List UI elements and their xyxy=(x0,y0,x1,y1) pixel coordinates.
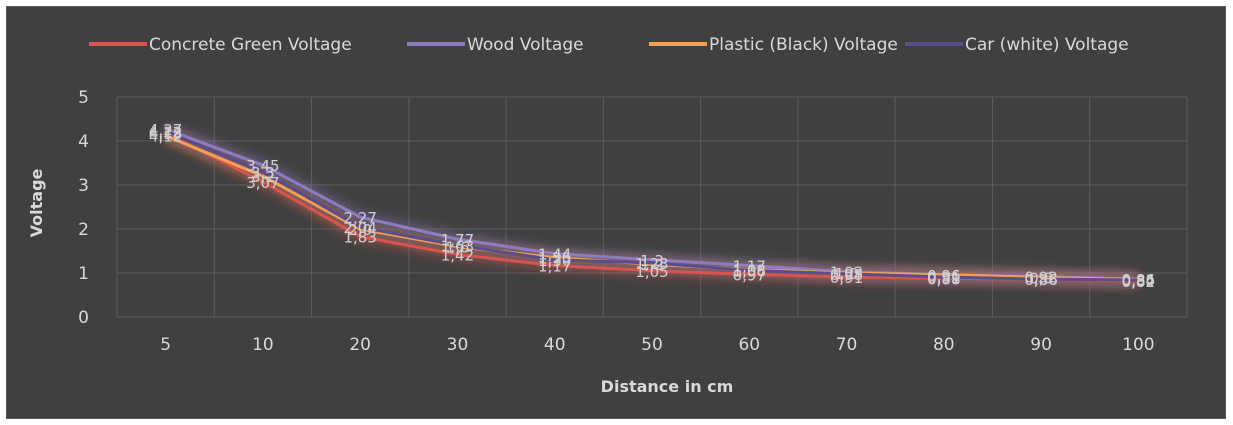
data-label: 1,83 xyxy=(343,228,376,246)
data-labels: 4,183,071,831,421,17 1,05 0,97 0,91 0,88 0,86… xyxy=(149,121,1155,291)
data-label: 0,96 xyxy=(927,267,960,285)
data-label: 0,97 xyxy=(733,266,766,284)
data-label: 0,91 xyxy=(927,269,960,287)
x-tick-label: 70 xyxy=(836,335,858,355)
y-axis-title: Voltage xyxy=(27,168,46,237)
data-label: 3,3 xyxy=(251,164,275,182)
y-tick-label: 3 xyxy=(78,176,89,196)
data-label: 0,88 xyxy=(927,270,960,288)
data-label: 2,0 xyxy=(348,221,372,239)
data-label: 0,82 xyxy=(1122,273,1155,291)
data-label: 0,86 xyxy=(1024,271,1057,289)
data-label: 0,98 xyxy=(830,266,863,284)
x-tick-label: 40 xyxy=(544,335,566,355)
data-label: 4,12 xyxy=(149,128,182,146)
data-label: 1,63 xyxy=(441,237,474,255)
data-label: 1,3 xyxy=(640,252,664,270)
legend-entry: Car (white) Voltage xyxy=(965,35,1129,55)
x-axis-title: Distance in cm xyxy=(601,377,734,396)
x-tick-label: 60 xyxy=(738,335,760,355)
data-label: 0,85 xyxy=(1122,272,1155,290)
line-chart: Concrete Green Voltage Wood Voltage Plasti… xyxy=(27,35,1188,396)
data-label: 0,92 xyxy=(1024,269,1057,287)
x-tick-label: 30 xyxy=(447,335,469,355)
data-label: 3,45 xyxy=(246,157,279,175)
data-label: 0,91 xyxy=(830,269,863,287)
data-label: 4,22 xyxy=(149,123,182,141)
legend-entry: Wood Voltage xyxy=(467,35,584,55)
series-line xyxy=(165,129,1139,282)
data-label: 0,84 xyxy=(1122,272,1155,290)
data-label: 0,9 xyxy=(1029,269,1053,287)
data-label: 1,30 xyxy=(538,252,571,270)
data-label: 1,0 xyxy=(835,265,859,283)
data-label: 3,2 xyxy=(251,168,275,186)
series-lines xyxy=(164,127,1139,283)
data-label: 4,27 xyxy=(149,121,182,139)
data-label: 1,05 xyxy=(635,263,668,281)
y-tick-label: 1 xyxy=(78,264,89,284)
x-tick-label: 90 xyxy=(1030,335,1052,355)
data-label: 3,07 xyxy=(246,174,279,192)
x-tick-label: 20 xyxy=(349,335,371,355)
data-label: 1,6 xyxy=(446,239,470,257)
data-label: 1,08 xyxy=(733,261,766,279)
data-label: 1,77 xyxy=(441,231,474,249)
data-label: 1,44 xyxy=(538,246,571,264)
legend-entry: Plastic (Black) Voltage xyxy=(709,35,898,55)
x-tick-label: 10 xyxy=(252,335,274,355)
y-tick-label: 4 xyxy=(78,132,89,152)
y-axis-ticks: 0 1 2 3 4 5 xyxy=(78,88,89,328)
data-label: 1,06 xyxy=(733,262,766,280)
legend: Concrete Green Voltage Wood Voltage Plasti… xyxy=(89,35,1129,55)
x-tick-label: 50 xyxy=(641,335,663,355)
data-label: 0,86 xyxy=(1024,271,1057,289)
data-label: 2,04 xyxy=(343,219,376,237)
x-tick-label: 5 xyxy=(160,335,171,355)
chart-frame: Concrete Green Voltage Wood Voltage Plasti… xyxy=(6,6,1226,419)
x-tick-label: 80 xyxy=(933,335,955,355)
data-label: 1,35 xyxy=(538,250,571,268)
x-tick-label: 100 xyxy=(1122,335,1154,355)
y-tick-label: 0 xyxy=(78,308,89,328)
legend-entry: Concrete Green Voltage xyxy=(149,35,352,55)
data-label: 1,2 xyxy=(640,256,664,274)
y-tick-label: 5 xyxy=(78,88,89,108)
x-axis-ticks: 5 10 20 30 40 50 60 70 80 90 100 xyxy=(160,335,1154,355)
data-label: 2,27 xyxy=(343,209,376,227)
data-label: 4,18 xyxy=(149,125,182,143)
data-label: 1,42 xyxy=(441,247,474,265)
data-label: 1,17 xyxy=(538,258,571,276)
data-label: 0,96 xyxy=(927,267,960,285)
data-label: 1,23 xyxy=(635,255,668,273)
data-label: 1,03 xyxy=(830,264,863,282)
data-label: 0,86 xyxy=(1122,271,1155,289)
y-tick-label: 2 xyxy=(78,220,89,240)
data-label: 1,17 xyxy=(733,258,766,276)
